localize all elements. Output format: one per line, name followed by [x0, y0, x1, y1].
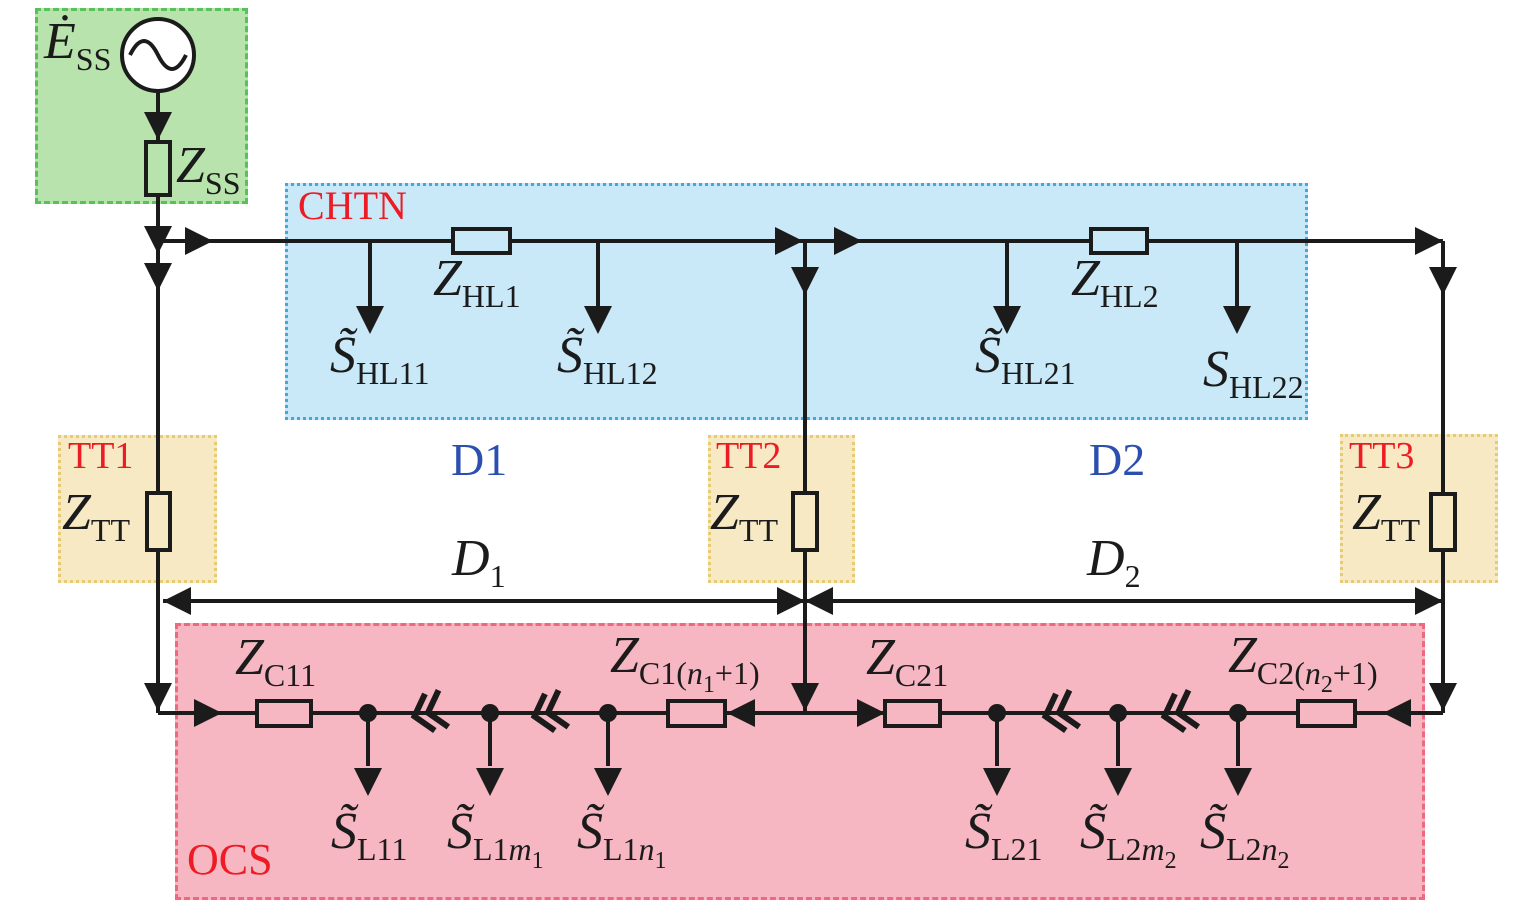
label-z-hl1: ZHL1	[433, 250, 521, 314]
impedance-z-c11	[255, 699, 313, 728]
label-z-c11: ZC11	[235, 629, 317, 693]
tt2-region	[708, 435, 855, 583]
label-s-l2m2: S̃L2m2	[1080, 803, 1177, 874]
ocs-region	[175, 623, 1425, 900]
tt1-label: TT1	[68, 435, 134, 477]
impedance-z-ss	[144, 140, 172, 197]
impedance-z-c2n2	[1296, 699, 1357, 728]
label-z-c21: ZC21	[866, 629, 949, 693]
label-z-c1n1: ZC1(n1+1)	[610, 627, 760, 698]
impedance-z-tt2	[791, 491, 819, 552]
tt2-label: TT2	[716, 435, 782, 477]
impedance-z-c1n1	[666, 699, 727, 728]
line-break-marks	[410, 688, 1201, 734]
connection-nodes	[359, 704, 1247, 722]
label-z-tt1: ZTT	[62, 484, 131, 548]
ac-source-icon	[120, 17, 196, 93]
tt1-region	[58, 435, 217, 583]
impedance-z-hl2	[1089, 227, 1149, 255]
label-s-l11: S̃L11	[331, 803, 408, 867]
tt3-region	[1340, 434, 1498, 583]
label-s-l1n1: S̃L1n1	[577, 803, 667, 874]
label-s-hl21: S̃HL21	[975, 327, 1076, 391]
label-s-l2n2: S̃L2n2	[1200, 803, 1290, 874]
impedance-boxes	[144, 140, 1457, 728]
impedance-z-tt1	[145, 491, 172, 552]
label-s-l21: S̃L21	[965, 803, 1043, 867]
label-s-hl22: SHL22	[1203, 341, 1304, 405]
section-d2-label: D2	[1089, 434, 1146, 485]
impedance-z-c21	[883, 699, 942, 728]
chtn-label: CHTN	[298, 183, 407, 228]
impedance-z-hl1	[451, 227, 512, 255]
label-z-ss: ZSS	[176, 137, 241, 201]
label-z-c2n2: ZC2(n2+1)	[1228, 627, 1378, 698]
label-s-hl11: S̃HL11	[330, 327, 430, 391]
label-d1-distance: D1	[452, 530, 506, 594]
label-s-hl12: S̃HL12	[557, 327, 658, 391]
label-z-tt3: ZTT	[1352, 484, 1421, 548]
impedance-z-tt3	[1429, 492, 1457, 552]
label-d2-distance: D2	[1087, 530, 1141, 594]
flow-arrows	[144, 112, 1457, 796]
chtn-region	[285, 183, 1308, 420]
label-e-ss: ĖSS	[44, 13, 112, 77]
label-z-hl2: ZHL2	[1071, 250, 1159, 314]
label-z-tt2: ZTT	[710, 484, 779, 548]
section-d1-label: D1	[451, 434, 508, 485]
label-s-l1m1: S̃L1m1	[447, 803, 544, 874]
tt3-label: TT3	[1349, 435, 1415, 477]
ocs-label: OCS	[187, 835, 273, 884]
